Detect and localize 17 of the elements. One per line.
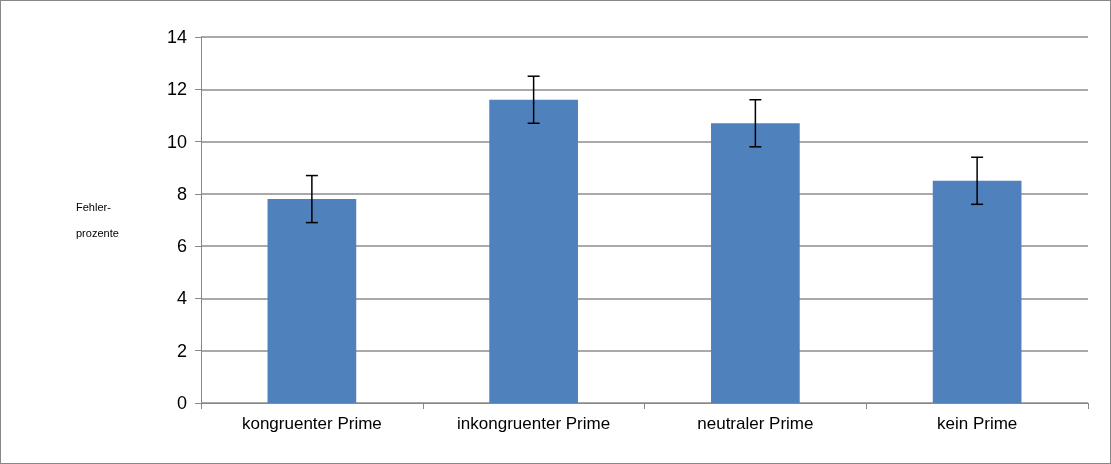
y-tick-label: 8 xyxy=(176,183,187,204)
bar xyxy=(489,99,578,403)
bar xyxy=(711,123,800,403)
bar xyxy=(267,199,357,403)
y-tick-label: 4 xyxy=(176,288,187,309)
x-tick-label: kein Prime xyxy=(936,414,1018,433)
bar xyxy=(932,180,1022,403)
text: Fehler- prozente xyxy=(76,201,119,239)
x-tick-label: kongruenter Prime xyxy=(241,414,382,433)
y-tick-label: 0 xyxy=(176,393,187,413)
x-tick-label: neutraler Prime xyxy=(697,414,814,433)
y-tick-label: 6 xyxy=(176,236,187,257)
x-tick-label: inkongruenter Prime xyxy=(457,414,611,433)
y-tick-label: 2 xyxy=(176,340,187,361)
y-tick-label: 10 xyxy=(166,131,187,152)
y-tick-label: 12 xyxy=(166,79,187,100)
y-tick-label: 14 xyxy=(166,27,187,47)
